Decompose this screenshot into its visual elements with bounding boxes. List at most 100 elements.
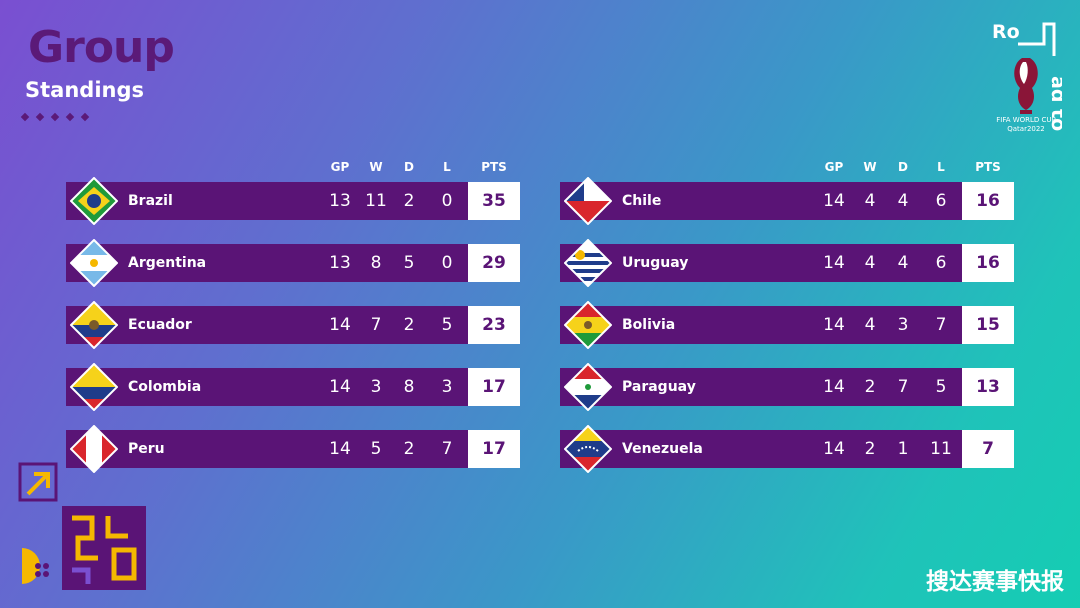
stat-w: 4 <box>864 315 876 335</box>
stat-w: 2 <box>864 377 876 397</box>
stat-l: 7 <box>441 439 453 459</box>
colombia-flag-icon <box>70 363 118 411</box>
right-column-headers: GP W D L PTS <box>560 160 1014 176</box>
points-cell: 16 <box>962 244 1014 282</box>
stat-w: 11 <box>365 191 387 211</box>
points-cell: 15 <box>962 306 1014 344</box>
decor-dots <box>20 112 90 122</box>
stat-d: 4 <box>897 253 909 273</box>
stat-d: 3 <box>897 315 909 335</box>
stat-d: 8 <box>403 377 415 397</box>
stat-l: 6 <box>935 191 947 211</box>
chile-flag-icon <box>564 177 612 225</box>
stat-gp: 14 <box>823 191 845 211</box>
col-gp: GP <box>330 160 350 174</box>
logo-text-adto: ad to <box>1047 76 1062 131</box>
stat-l: 11 <box>930 439 952 459</box>
stat-d: 2 <box>403 315 415 335</box>
stat-d: 5 <box>403 253 415 273</box>
team-name: Venezuela <box>622 441 703 457</box>
page-title: Group <box>28 22 175 73</box>
team-name: Brazil <box>128 193 173 209</box>
stat-w: 7 <box>370 315 382 335</box>
stat-l: 5 <box>441 315 453 335</box>
col-d: D <box>898 160 908 174</box>
stat-d: 7 <box>897 377 909 397</box>
venezuela-flag-icon <box>564 425 612 473</box>
paraguay-flag-icon <box>564 363 612 411</box>
stat-gp: 13 <box>329 191 351 211</box>
stat-d: 4 <box>897 191 909 211</box>
left-column-headers: GP W D L PTS <box>66 160 520 176</box>
team-name: Colombia <box>128 379 202 395</box>
standings-row: Argentina 13 8 5 0 29 <box>66 239 520 287</box>
points-cell: 17 <box>468 368 520 406</box>
stat-w: 3 <box>370 377 382 397</box>
col-d: D <box>404 160 414 174</box>
page-subtitle: Standings <box>25 78 144 102</box>
argentina-flag-icon <box>70 239 118 287</box>
trophy-emblem-icon <box>1014 58 1038 114</box>
stat-l: 0 <box>441 253 453 273</box>
standings-row: Brazil 13 11 2 0 35 <box>66 177 520 225</box>
stat-gp: 14 <box>823 253 845 273</box>
standings-row: Colombia 14 3 8 3 17 <box>66 363 520 411</box>
points-cell: 35 <box>468 182 520 220</box>
col-gp: GP <box>824 160 844 174</box>
standings-row: Paraguay 14 2 7 5 13 <box>560 363 1014 411</box>
standings-row: Uruguay 14 4 4 6 16 <box>560 239 1014 287</box>
stat-gp: 14 <box>823 377 845 397</box>
uruguay-flag-icon <box>564 239 612 287</box>
team-name: Bolivia <box>622 317 676 333</box>
stat-d: 1 <box>897 439 909 459</box>
stat-w: 5 <box>370 439 382 459</box>
standings-row: Bolivia 14 4 3 7 15 <box>560 301 1014 349</box>
ecuador-flag-icon <box>70 301 118 349</box>
points-cell: 29 <box>468 244 520 282</box>
col-w: W <box>369 160 383 174</box>
bolivia-flag-icon <box>564 301 612 349</box>
stat-w: 8 <box>370 253 382 273</box>
stat-gp: 14 <box>329 439 351 459</box>
col-l: L <box>937 160 945 174</box>
team-name: Peru <box>128 441 165 457</box>
logo-text-ro: Ro <box>992 21 1020 43</box>
points-cell: 17 <box>468 430 520 468</box>
points-cell: 16 <box>962 182 1014 220</box>
team-name: Argentina <box>128 255 207 271</box>
stat-d: 2 <box>403 191 415 211</box>
col-w: W <box>863 160 877 174</box>
watermark-text: 搜达赛事快报 <box>926 569 1064 595</box>
stat-l: 7 <box>935 315 947 335</box>
points-cell: 7 <box>962 430 1014 468</box>
stat-l: 6 <box>935 253 947 273</box>
standings-row: Chile 14 4 4 6 16 <box>560 177 1014 225</box>
peru-flag-icon <box>70 425 118 473</box>
stat-gp: 14 <box>329 377 351 397</box>
stat-gp: 14 <box>823 315 845 335</box>
points-cell: 23 <box>468 306 520 344</box>
team-name: Chile <box>622 193 662 209</box>
col-l: L <box>443 160 451 174</box>
stat-d: 2 <box>403 439 415 459</box>
stat-w: 4 <box>864 191 876 211</box>
logo-line1: FIFA WORLD CUP <box>996 116 1056 124</box>
stat-w: 2 <box>864 439 876 459</box>
brazil-flag-icon <box>70 177 118 225</box>
stat-l: 0 <box>441 191 453 211</box>
col-pts: PTS <box>975 160 1001 174</box>
stat-l: 3 <box>441 377 453 397</box>
standings-row: Ecuador 14 7 2 5 23 <box>66 301 520 349</box>
standings-row: Peru 14 5 2 7 17 <box>66 425 520 473</box>
col-pts: PTS <box>481 160 507 174</box>
stat-gp: 14 <box>823 439 845 459</box>
decorative-pattern-icon <box>18 462 146 590</box>
points-cell: 13 <box>962 368 1014 406</box>
logo-line2: Qatar2022 <box>1007 125 1045 133</box>
stat-w: 4 <box>864 253 876 273</box>
team-name: Uruguay <box>622 255 689 271</box>
stat-gp: 14 <box>329 315 351 335</box>
world-cup-logo: Ro ad to FIFA WORLD CUP Qatar2022 <box>992 21 1062 133</box>
stat-gp: 13 <box>329 253 351 273</box>
stat-l: 5 <box>935 377 947 397</box>
